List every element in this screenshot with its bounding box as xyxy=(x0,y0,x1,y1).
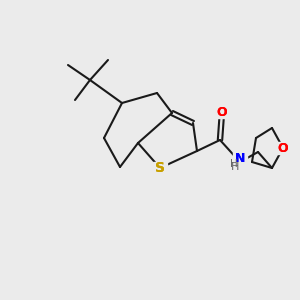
Text: O: O xyxy=(217,106,227,118)
FancyBboxPatch shape xyxy=(233,151,247,165)
Text: H: H xyxy=(231,162,239,172)
Text: N: N xyxy=(235,152,245,164)
FancyBboxPatch shape xyxy=(276,142,290,154)
Text: O: O xyxy=(217,106,227,118)
Text: O: O xyxy=(278,142,288,154)
Text: S: S xyxy=(155,161,165,175)
Text: S: S xyxy=(155,161,165,175)
Text: N: N xyxy=(235,152,245,166)
Text: O: O xyxy=(278,142,288,154)
FancyBboxPatch shape xyxy=(215,106,229,118)
Text: H: H xyxy=(230,159,238,169)
FancyBboxPatch shape xyxy=(153,162,167,174)
